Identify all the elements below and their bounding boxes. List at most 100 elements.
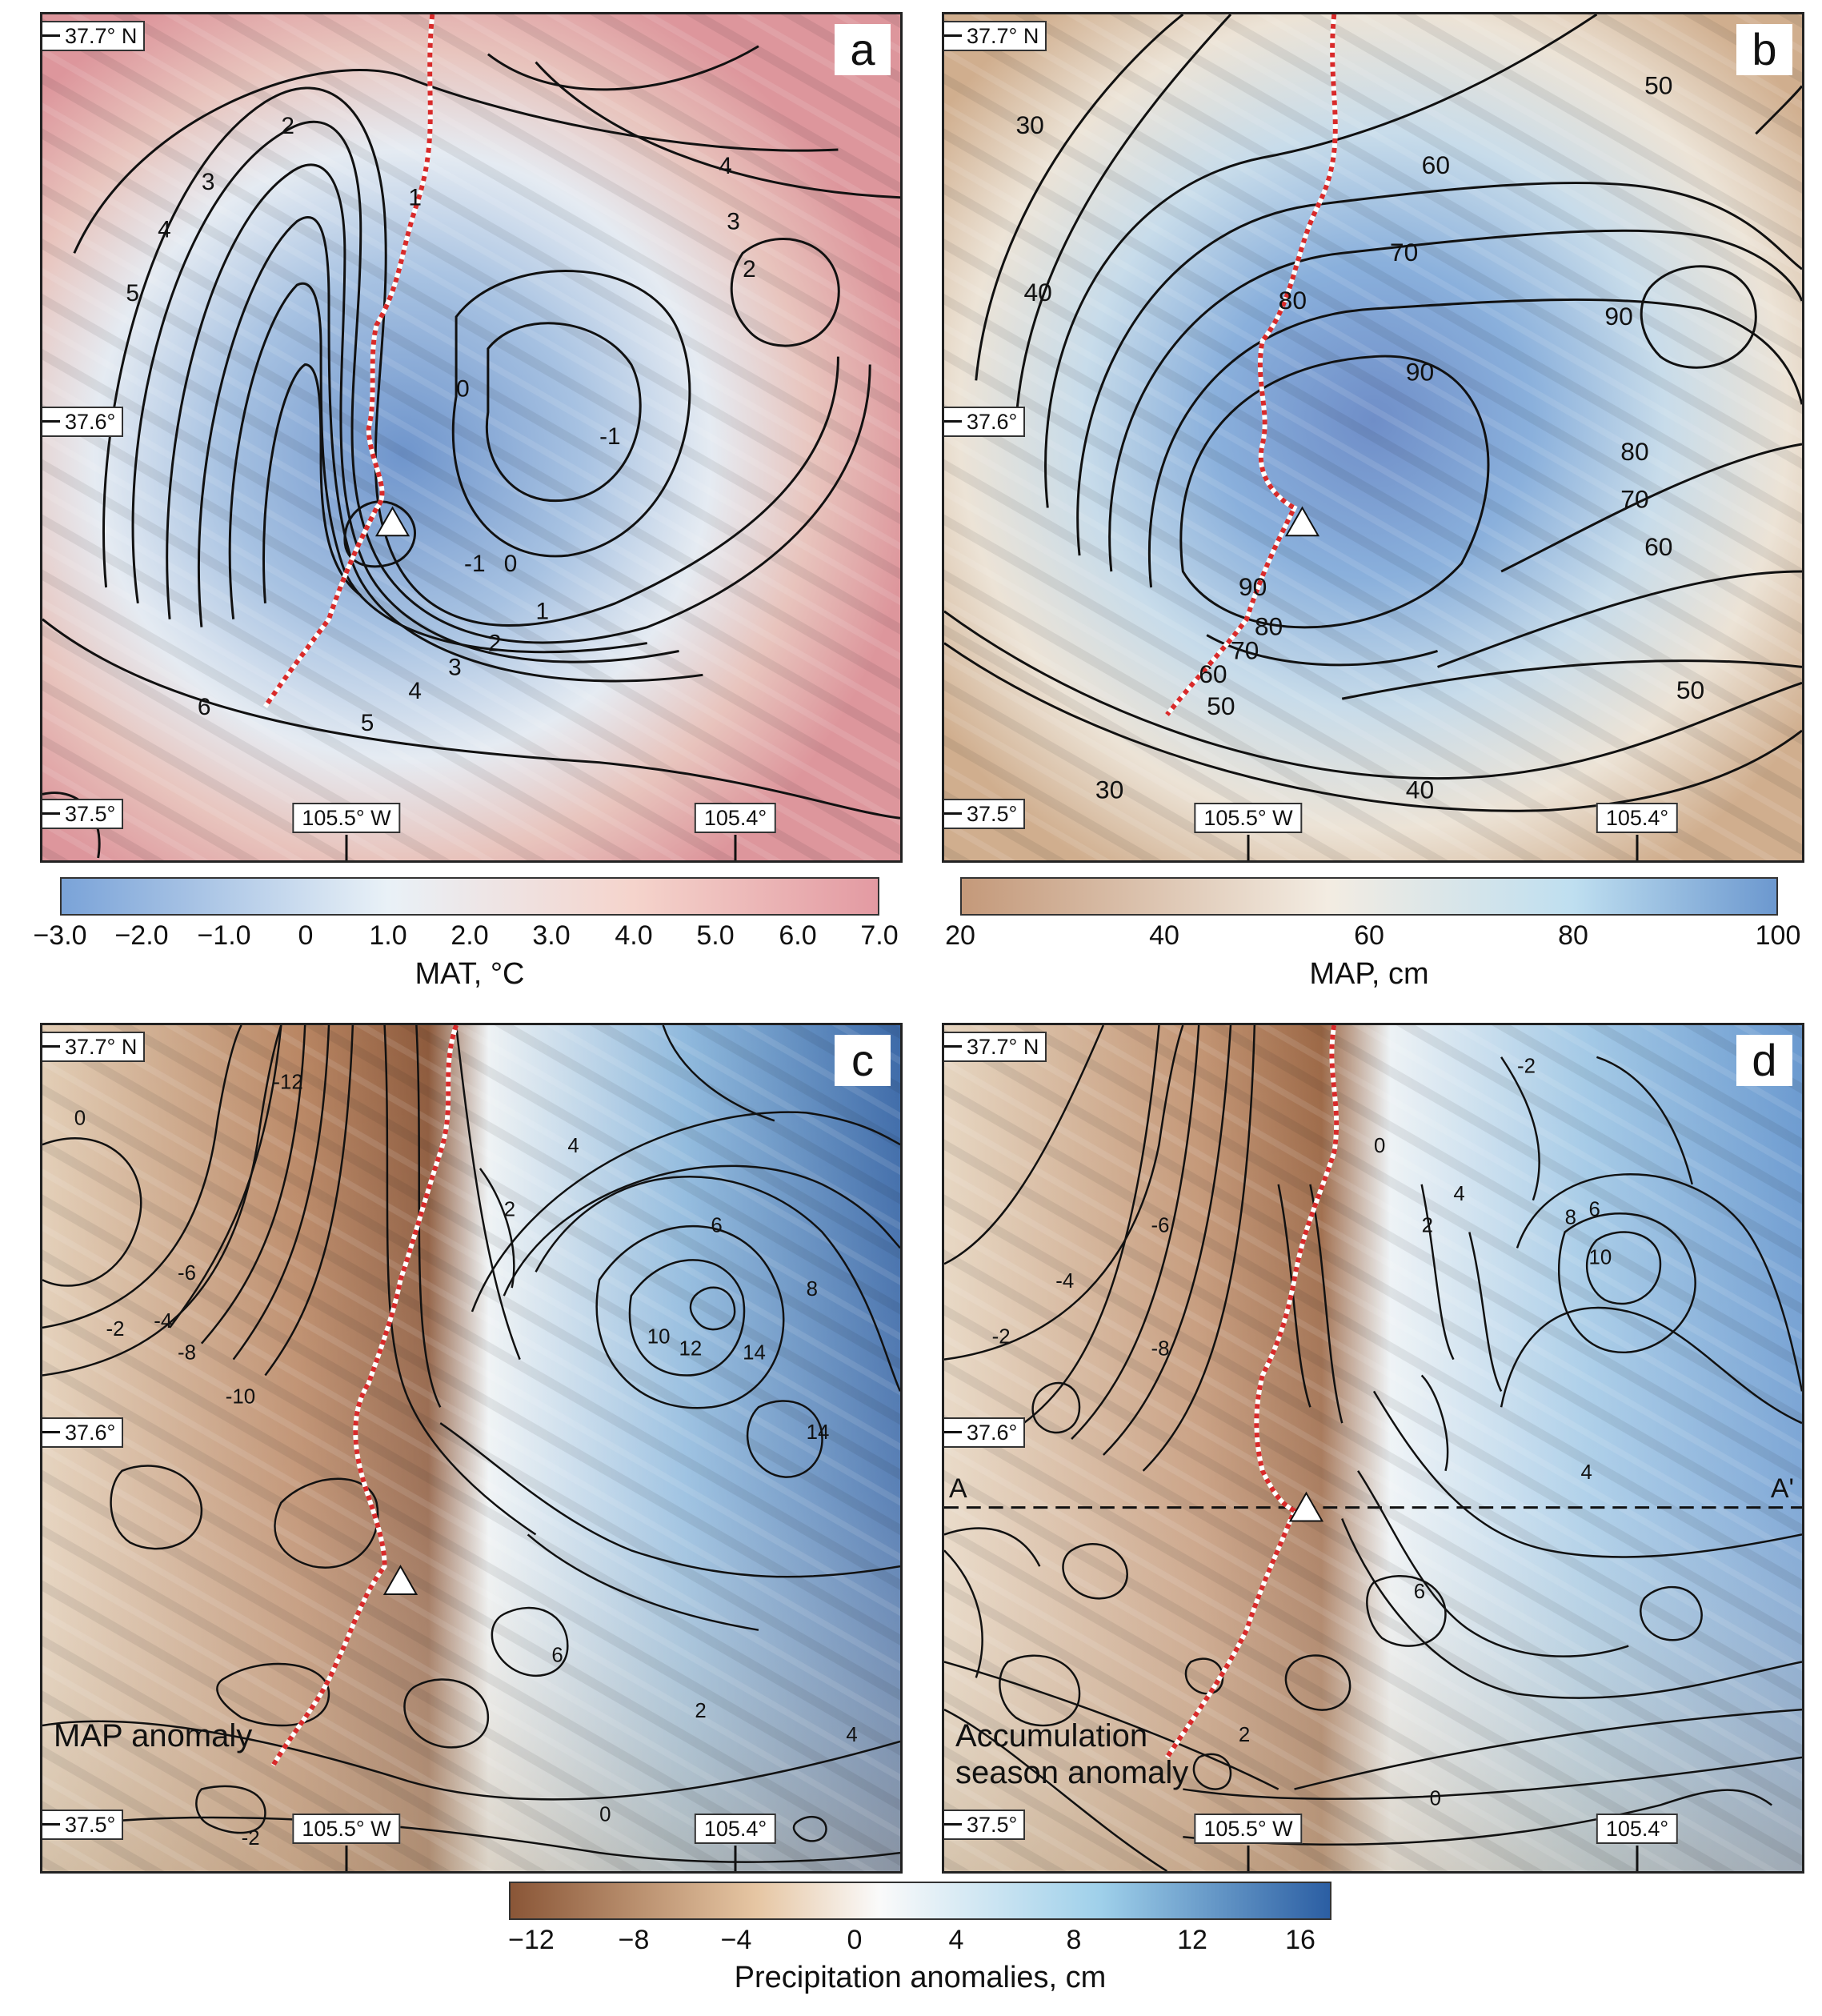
colorbar-tick: 2.0 [450,920,489,951]
lon-label-left: 105.5° W [292,1814,401,1844]
mat-map: 6 5 4 3 2 1 0 -1 -1 0 1 2 3 4 5 4 3 2 [42,14,900,860]
colorbar-tick: −1.0 [197,920,251,951]
contour-label: 1 [408,185,422,211]
contour-label: 30 [1095,775,1123,804]
section-label-a-prime: A' [1770,1473,1794,1504]
lat-label-bottom: 37.5° [944,799,1026,829]
colorbar-tick: −3.0 [33,920,87,951]
lat-label-top: 37.7° N [42,21,146,51]
colorbar-tick: 16 [1285,1925,1315,1955]
lon-label-right: 105.4° [694,803,777,833]
contour-label: -2 [992,1326,1011,1349]
contour-label: 50 [1676,675,1704,704]
map-panel-c: 0 -2 -4 -6 -8 -10 -12 2 4 6 8 10 12 14 1… [40,1023,903,1874]
panel-note: MAP anomaly [54,1718,253,1753]
lon-label-left: 105.5° W [1194,803,1303,833]
anomaly-colorbar-title: Precipitation anomalies, cm [734,1961,1107,1994]
colorbar-tick: 40 [1149,920,1179,951]
colorbar-tick: 60 [1354,920,1384,951]
contour-label: 50 [1207,691,1235,720]
contour-label: 1 [536,599,550,625]
anomaly-colorbar [509,1882,1331,1920]
contour-label: -2 [242,1827,260,1850]
contour-label: 90 [1406,357,1434,386]
contour-label: -1 [599,423,621,450]
map-panel-b: 30 40 50 50 60 70 80 90 90 90 80 70 60 5… [942,12,1804,863]
contour-label: 80 [1279,286,1307,315]
contour-label: 60 [1644,532,1672,561]
contour-label: 0 [1374,1135,1385,1157]
lat-label-mid: 37.6° [42,407,124,437]
contour-label: 70 [1620,485,1648,514]
contour-label: 60 [1199,659,1227,688]
colorbar-tick: 7.0 [860,920,899,951]
lon-tick [1247,835,1250,860]
contour-label: 90 [1239,572,1267,601]
contour-label: 50 [1644,70,1672,99]
colorbar-tick: 100 [1755,920,1801,951]
section-label-a: A [949,1473,967,1504]
contour-label: 4 [408,678,422,704]
lon-tick [345,1846,348,1871]
contour-label: 3 [448,654,462,680]
contour-label: 0 [504,551,518,577]
accumulation-anomaly-map: -2 -4 -6 -8 0 2 4 6 8 10 -2 0 2 4 6 [944,1025,1802,1871]
contour-label: 70 [1390,238,1418,267]
map-anomaly-map: 0 -2 -4 -6 -8 -10 -12 2 4 6 8 10 12 14 1… [42,1025,900,1871]
map-panel-d: -2 -4 -6 -8 0 2 4 6 8 10 -2 0 2 4 6 37.7… [942,1023,1804,1874]
lat-label-top: 37.7° N [944,21,1047,51]
panel-label: d [1736,1035,1792,1086]
contour-label: 6 [198,694,211,720]
contour-label: 0 [74,1107,86,1129]
contour-label: 2 [504,1199,515,1221]
contour-label: 14 [743,1342,766,1365]
contour-label: 0 [1430,1787,1441,1810]
lon-label-right: 105.4° [1596,1814,1679,1844]
panel-label: c [835,1035,891,1086]
colorbar-tick: 1.0 [369,920,407,951]
contour-label: 2 [695,1700,706,1722]
lon-tick [1636,1846,1639,1871]
lat-label-mid: 37.6° [944,407,1026,437]
contour-label: 40 [1406,775,1434,804]
contour-label: 6 [1588,1199,1600,1221]
contour-label: 2 [488,630,502,656]
map-colorbar-title: MAP, cm [1309,957,1429,991]
lon-label-right: 105.4° [1596,803,1679,833]
contour-label: -10 [226,1385,255,1408]
lon-label-right: 105.4° [694,1814,777,1844]
colorbar-tick: 20 [945,920,975,951]
colorbar-tick: −4 [720,1925,752,1955]
colorbar-tick: −12 [508,1925,555,1955]
contour-label: 60 [1422,150,1450,179]
contour-label: 80 [1620,437,1648,466]
lon-label-left: 105.5° W [292,803,401,833]
colorbar-tick: 5.0 [696,920,735,951]
contour-label: 3 [727,208,740,234]
contour-label: 2 [281,113,294,139]
contour-label: 4 [1453,1183,1464,1205]
panel-note: Accumulation season anomaly [955,1717,1188,1791]
contour-label: -2 [1517,1056,1536,1078]
contour-label: 14 [807,1421,830,1444]
contour-label: 4 [567,1135,579,1157]
map-precip-map: 30 40 50 50 60 70 80 90 90 90 80 70 60 5… [944,14,1802,860]
lat-label-bottom: 37.5° [944,1810,1026,1840]
contour-label: -8 [178,1342,196,1365]
lon-tick [1247,1846,1250,1871]
colorbar-tick: 6.0 [779,920,817,951]
contour-label: 12 [679,1338,703,1361]
colorbar-tick: 4 [948,1925,964,1955]
contour-label: 2 [1239,1724,1250,1746]
contour-label: 6 [711,1215,722,1237]
panel-label: a [835,24,891,75]
contour-label: 6 [551,1644,563,1666]
contour-label: 3 [202,169,215,195]
contour-label: -1 [464,551,486,577]
lat-label-bottom: 37.5° [42,1810,124,1840]
panel-label: b [1736,24,1792,75]
colorbar-tick: 0 [847,1925,863,1955]
contour-label: 10 [647,1326,671,1349]
contour-label: 5 [361,710,374,736]
contour-label: 0 [456,375,470,402]
